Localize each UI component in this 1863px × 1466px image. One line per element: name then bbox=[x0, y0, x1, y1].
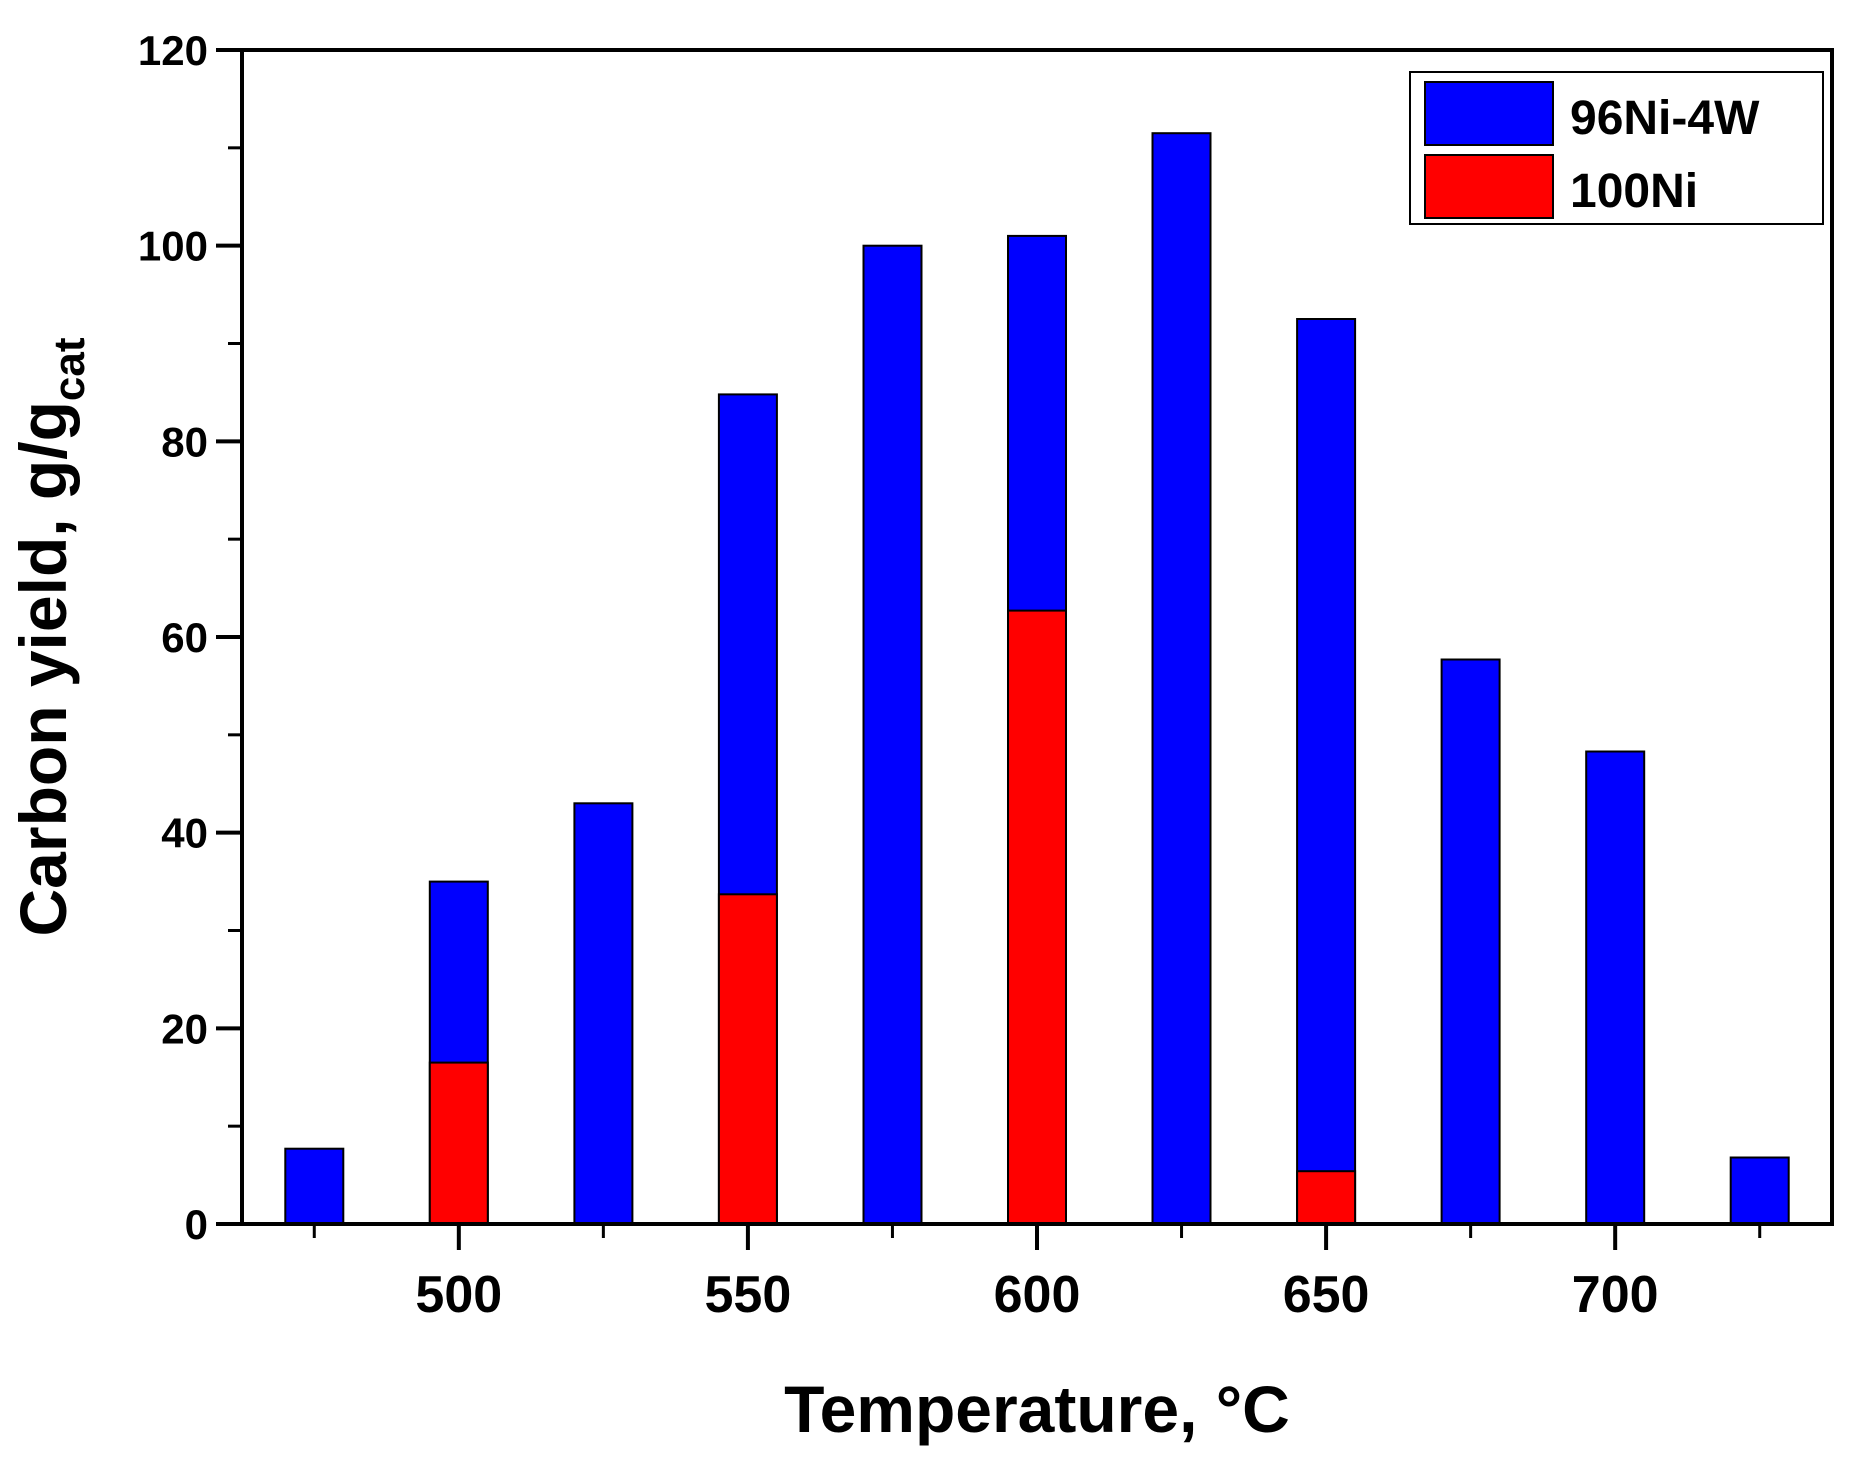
x-tick-label-650: 650 bbox=[1283, 1266, 1370, 1324]
bar-96ni-4w-625 bbox=[1151, 132, 1212, 1226]
bar-96ni-4w-525 bbox=[573, 802, 634, 1225]
ticks-group: 0 20 40 60 80 100 120 500 550 600 650 700 bbox=[138, 27, 1762, 1324]
legend-swatch-100ni bbox=[1424, 154, 1554, 219]
y-tick-label-20: 20 bbox=[161, 1005, 208, 1052]
x-tick-label-700: 700 bbox=[1572, 1266, 1659, 1324]
bar-96ni-4w-700 bbox=[1585, 750, 1646, 1225]
bar-100ni-650 bbox=[1296, 1170, 1357, 1225]
bar-96ni-4w-650 bbox=[1296, 318, 1357, 1225]
bar-100ni-550 bbox=[717, 893, 778, 1225]
bars-group bbox=[284, 132, 1790, 1226]
bar-96ni-4w-725 bbox=[1729, 1156, 1790, 1225]
y-axis-title-subscript: cat bbox=[45, 337, 94, 401]
plot-border bbox=[240, 48, 1834, 1226]
y-tick-label-0: 0 bbox=[185, 1201, 208, 1248]
y-tick-label-120: 120 bbox=[138, 27, 208, 74]
bar-100ni-500 bbox=[428, 1061, 489, 1225]
bar-96ni-4w-675 bbox=[1440, 658, 1501, 1225]
x-tick-label-600: 600 bbox=[994, 1266, 1081, 1324]
x-tick-label-500: 500 bbox=[415, 1266, 502, 1324]
bar-96ni-4w-575 bbox=[862, 244, 923, 1225]
legend-swatch-96ni-4w bbox=[1424, 81, 1554, 146]
x-tick-label-550: 550 bbox=[705, 1266, 792, 1324]
y-axis-title-main: Carbon yield, g/g bbox=[6, 401, 80, 936]
legend-label-100ni: 100Ni bbox=[1570, 165, 1698, 218]
y-tick-label-40: 40 bbox=[161, 810, 208, 857]
legend: 96Ni-4W 100Ni bbox=[1409, 71, 1824, 225]
bar-100ni-600 bbox=[1007, 609, 1067, 1225]
y-tick-label-100: 100 bbox=[138, 223, 208, 270]
y-axis-title: Carbon yield, g/gcat bbox=[6, 337, 94, 936]
x-axis-title: Temperature, °C bbox=[784, 1372, 1290, 1446]
bar-96ni-4w-475 bbox=[284, 1147, 345, 1225]
legend-label-96ni-4w: 96Ni-4W bbox=[1570, 92, 1760, 145]
y-tick-label-60: 60 bbox=[161, 614, 208, 661]
y-tick-label-80: 80 bbox=[161, 418, 208, 465]
